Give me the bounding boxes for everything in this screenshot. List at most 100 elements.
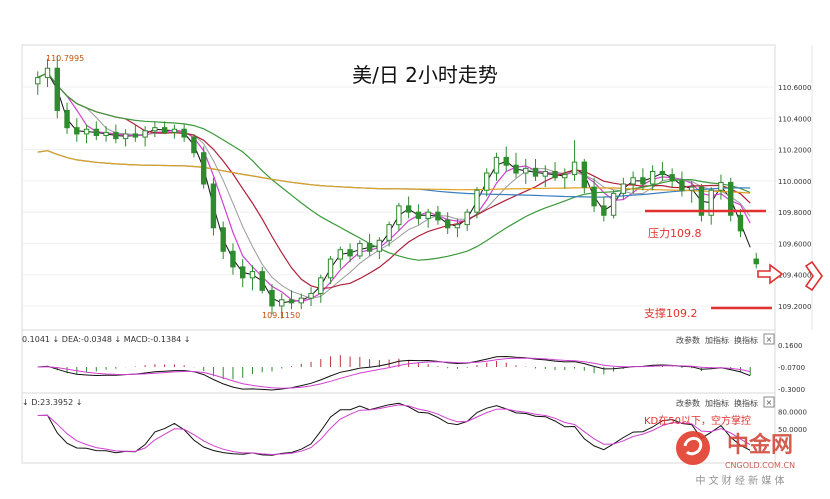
candle-body [630, 177, 636, 185]
candle-body [620, 183, 627, 194]
candle-body [210, 183, 217, 229]
macd-edit-params-button[interactable]: 改参数 [676, 335, 700, 345]
price-tick-label: 109.8000 [778, 209, 811, 217]
candle-body [591, 186, 597, 207]
candle-body [601, 205, 607, 216]
kd-header: ↓ D:23.3952 ↓ [22, 398, 82, 407]
candle-body [396, 205, 402, 226]
candle-body [64, 109, 70, 129]
candle-body [152, 127, 158, 132]
macd-histogram [47, 355, 751, 380]
candle-body [753, 258, 759, 265]
logo-circle-icon [676, 431, 710, 465]
price-tick-label: 109.4000 [778, 272, 811, 280]
price-tick-label: 109.2000 [778, 303, 811, 311]
price-tick-label: 109.6000 [778, 240, 811, 248]
macd-axis-labels: 0.1600 -0.0700 -0.3000 [778, 342, 805, 394]
candle-body [484, 172, 490, 191]
candle-body [357, 242, 363, 257]
kd-add-indicator-button[interactable]: 加指标 [705, 398, 729, 408]
candle-body [610, 192, 617, 216]
candle-body [132, 133, 139, 138]
resistance-label: 压力109.8 [648, 227, 702, 240]
close-icon: × [766, 335, 773, 344]
candle-body [513, 164, 519, 174]
macd-dea-line [37, 357, 751, 389]
candle-body [200, 152, 207, 185]
logo-slogan-text: 中 文 财 经 新 媒 体 [695, 474, 784, 487]
candle-body [532, 167, 539, 177]
candle-body [318, 277, 324, 294]
macd-add-indicator-button[interactable]: 加指标 [705, 335, 729, 345]
candle-body [474, 189, 480, 213]
kd-lines [37, 402, 751, 456]
price-tick-label: 110.6000 [778, 84, 811, 92]
kd-k-line [37, 402, 751, 456]
kd-tick-label: 50.0000 [778, 426, 807, 434]
candle-body [523, 167, 529, 174]
candle-body [435, 211, 441, 221]
candle-body [444, 219, 451, 229]
candle-body [279, 299, 285, 307]
kd-switch-indicator-button[interactable]: 换指标 [734, 398, 758, 408]
candle-body [347, 249, 353, 257]
macd-switch-indicator-button[interactable]: 换指标 [734, 335, 758, 345]
macd-header: 0.1041 ↓ DEA:-0.0348 ↓ MACD:-0.1384 ↓ [22, 335, 191, 344]
candle-body [142, 130, 148, 138]
candle-body [230, 250, 236, 268]
candle-body [640, 177, 646, 185]
candle-body [288, 299, 295, 304]
price-panel-frame [21, 44, 776, 331]
kd-tick-label: 80.0000 [778, 409, 807, 417]
candle-body [298, 297, 304, 304]
candle-body [571, 161, 578, 176]
price-axis-labels: 110.6000 110.4000 110.2000 110.0000 109.8000… [778, 84, 811, 311]
candle-body [718, 181, 724, 191]
macd-tick-label: -0.3000 [778, 386, 805, 394]
candle-body [240, 266, 246, 279]
candle-body [552, 170, 558, 179]
macd-tick-label: 0.1600 [778, 342, 803, 350]
candle-body [35, 77, 41, 85]
candle-body [103, 131, 109, 136]
candle-body [161, 127, 168, 133]
kd-close-button[interactable] [763, 396, 775, 408]
candle-body [405, 205, 412, 213]
candle-body [581, 161, 588, 188]
price-tick-label: 110.4000 [778, 115, 811, 123]
moving-average-line [37, 72, 751, 299]
candle-body [386, 224, 392, 241]
arrow-right-icon [757, 263, 784, 285]
candle-body [171, 128, 178, 133]
kd-d-line [37, 404, 751, 456]
candle-body [708, 189, 714, 216]
candle-body [308, 292, 314, 299]
candle-body [415, 211, 422, 219]
price-tick-label: 110.2000 [778, 147, 811, 155]
candle-body [698, 186, 705, 216]
candle-body [93, 128, 100, 136]
candle-body [669, 174, 675, 182]
candle-body [562, 174, 568, 179]
candle-body [191, 136, 197, 154]
moving-average-line [37, 150, 751, 194]
logo-domain-text: CNGOLD.COM.CN [725, 461, 795, 470]
macd-dif-line [37, 355, 751, 391]
macd-lines [37, 355, 751, 391]
candle-body [366, 242, 373, 252]
candlestick-series [35, 55, 759, 319]
candle-body [44, 67, 51, 79]
macd-tick-label: -0.0700 [778, 364, 805, 372]
candle-body [728, 181, 734, 216]
kd-panel-frame [21, 392, 776, 464]
candle-body [659, 170, 666, 176]
kd-annotation: KD在50以下，空方掌控 [644, 414, 751, 427]
kd-edit-params-button[interactable]: 改参数 [676, 398, 700, 408]
support-label: 支撑109.2 [644, 306, 698, 320]
close-icon: × [766, 398, 773, 407]
moving-average-line [37, 72, 751, 261]
high-price-label: 110.7995 [46, 54, 84, 63]
candle-body [249, 271, 256, 279]
macd-close-button[interactable] [763, 333, 775, 345]
logo-brand-text: 中金网 [727, 432, 793, 458]
